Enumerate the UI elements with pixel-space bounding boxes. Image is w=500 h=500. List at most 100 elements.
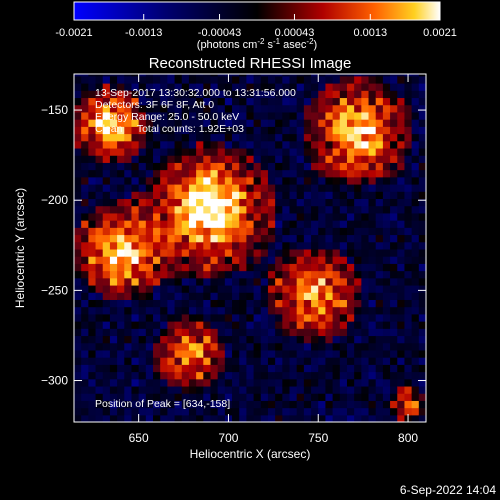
heatmap-cell: [282, 321, 291, 329]
heatmap-cell: [109, 119, 118, 127]
heatmap-cell: [267, 414, 276, 422]
heatmap-cell: [224, 191, 233, 200]
heatmap-cell: [318, 75, 327, 84]
heatmap-cell: [404, 97, 413, 106]
heatmap-cell: [267, 83, 276, 91]
heatmap-cell: [145, 104, 154, 113]
heatmap-cell: [109, 90, 118, 99]
heatmap-cell: [260, 155, 269, 163]
heatmap-cell: [95, 220, 104, 228]
heatmap-cell: [339, 104, 348, 113]
heatmap-cell: [339, 74, 348, 77]
heatmap-cell: [153, 313, 161, 322]
heatmap-cell: [246, 378, 255, 387]
heatmap-cell: [346, 227, 355, 236]
heatmap-cell: [102, 299, 111, 308]
heatmap-cell: [382, 147, 391, 156]
heatmap-cell: [253, 183, 262, 192]
heatmap-cell: [95, 147, 104, 156]
heatmap-cell: [418, 133, 426, 142]
heatmap-cell: [418, 183, 426, 192]
heatmap-cell: [332, 119, 341, 127]
heatmap-cell: [203, 75, 212, 84]
heatmap-cell: [382, 119, 391, 127]
heatmap-cell: [74, 270, 82, 279]
heatmap-cell: [217, 299, 226, 308]
heatmap-cell: [196, 299, 204, 308]
heatmap-cell: [109, 104, 118, 113]
heatmap-cell: [346, 90, 355, 99]
heatmap-cell: [224, 306, 233, 315]
heatmap-cell: [325, 292, 334, 300]
heatmap-cell: [361, 335, 370, 344]
heatmap-cell: [88, 75, 97, 84]
heatmap-cell: [196, 133, 204, 142]
heatmap-cell: [109, 183, 118, 192]
heatmap-cell: [382, 97, 391, 106]
heatmap-cell: [174, 299, 183, 308]
heatmap-cell: [411, 306, 420, 315]
heatmap-cell: [375, 349, 384, 358]
heatmap-cell: [88, 155, 97, 163]
heatmap-cell: [188, 335, 197, 344]
heatmap-cell: [153, 270, 161, 279]
heatmap-cell: [117, 119, 125, 127]
heatmap-cell: [109, 292, 118, 300]
heatmap-cell: [311, 212, 319, 221]
heatmap-cell: [289, 220, 298, 228]
heatmap-cell: [131, 212, 140, 221]
heatmap-cell: [390, 306, 398, 315]
heatmap-cell: [232, 140, 240, 149]
heatmap-cell: [267, 169, 276, 178]
heatmap-cell: [138, 126, 147, 135]
heatmap-cell: [354, 364, 362, 373]
heatmap-cell: [325, 74, 334, 77]
heatmap-cell: [246, 292, 255, 300]
heatmap-cell: [210, 147, 219, 156]
heatmap-cell: [138, 306, 147, 315]
heatmap-cell: [138, 234, 147, 243]
heatmap-cell: [81, 83, 89, 91]
heatmap-cell: [153, 169, 161, 178]
heatmap-cell: [88, 126, 97, 135]
heatmap-cell: [88, 277, 97, 286]
heatmap-cell: [267, 212, 276, 221]
heatmap-cell: [246, 133, 255, 142]
heatmap-cell: [210, 90, 219, 99]
heatmap-cell: [375, 371, 384, 380]
heatmap-cell: [382, 299, 391, 308]
heatmap-cell: [88, 140, 97, 149]
heatmap-cell: [210, 212, 219, 221]
heatmap-cell: [397, 321, 406, 329]
heatmap-cell: [102, 191, 111, 200]
heatmap-cell: [397, 241, 406, 250]
heatmap-cell: [145, 277, 154, 286]
heatmap-cell: [418, 357, 426, 365]
heatmap-cell: [167, 104, 176, 113]
heatmap-cell: [196, 357, 204, 365]
heatmap-cell: [167, 364, 176, 373]
heatmap-cell: [224, 357, 233, 365]
heatmap-cell: [260, 234, 269, 243]
heatmap-cell: [109, 241, 118, 250]
heatmap-cell: [303, 335, 312, 344]
heatmap-cell: [296, 126, 305, 135]
heatmap-cell: [311, 75, 319, 84]
heatmap-cell: [239, 220, 247, 228]
heatmap-cell: [196, 155, 204, 163]
heatmap-cell: [153, 74, 161, 77]
heatmap-cell: [311, 299, 319, 308]
heatmap-cell: [354, 263, 362, 272]
heatmap-cell: [289, 126, 298, 135]
colorbar-tick-label: 0.00043: [275, 27, 315, 39]
heatmap-cell: [167, 75, 176, 84]
heatmap-cell: [418, 212, 426, 221]
heatmap-cell: [239, 74, 247, 77]
heatmap-cell: [311, 220, 319, 228]
heatmap-cell: [289, 313, 298, 322]
heatmap-cell: [188, 220, 197, 228]
heatmap-cell: [275, 155, 283, 163]
heatmap-cell: [181, 133, 190, 142]
heatmap-cell: [188, 407, 197, 416]
heatmap-cell: [282, 183, 291, 192]
